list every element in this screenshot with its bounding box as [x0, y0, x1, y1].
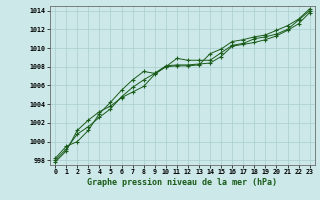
X-axis label: Graphe pression niveau de la mer (hPa): Graphe pression niveau de la mer (hPa)	[87, 178, 277, 187]
